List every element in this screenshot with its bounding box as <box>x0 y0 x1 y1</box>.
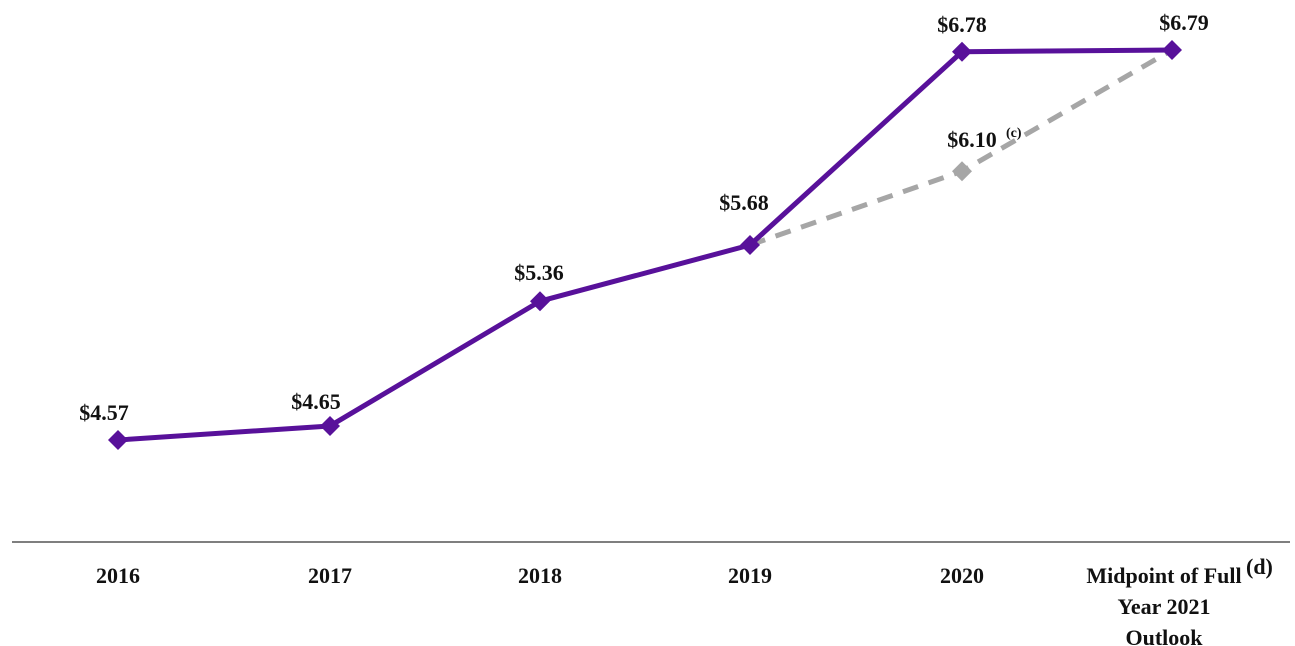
x-tick-label: Midpoint of Full Year 2021 Outlook <box>1086 563 1241 646</box>
data-label: $5.36 <box>514 260 564 285</box>
data-point-marker <box>108 430 128 450</box>
x-tick-label: 2017 <box>308 563 352 588</box>
data-point-marker <box>320 415 340 436</box>
x-tick-label: 2020 <box>940 563 984 588</box>
x-tick-footnote: (d) <box>1246 554 1273 579</box>
x-tick-label: 2019 <box>728 563 772 588</box>
data-label: $6.79 <box>1159 10 1209 35</box>
data-label: $6.10 <box>947 127 997 152</box>
data-point-marker <box>952 41 972 62</box>
series-line-solid <box>117 47 1173 443</box>
label-layer: $4.57 $4.65 $5.36 $5.68 $6.78 $6.79 $6.10 (c) <box>79 10 1209 425</box>
x-tick-label: 2018 <box>518 563 562 588</box>
data-label-footnote: (c) <box>1006 126 1022 141</box>
data-label: $6.78 <box>937 12 987 37</box>
axis-layer: 2016 2017 2018 2019 2020 Midpoint of Full Year… <box>12 541 1290 646</box>
data-point-marker <box>952 161 972 182</box>
data-label: $5.68 <box>719 190 769 215</box>
x-tick-label: 2016 <box>96 563 140 588</box>
series-layer <box>108 40 1182 450</box>
data-point-marker <box>1162 40 1182 60</box>
data-point-marker <box>740 235 760 255</box>
data-point-marker <box>530 291 550 312</box>
data-label: $4.65 <box>291 389 341 414</box>
data-label: $4.57 <box>79 400 129 425</box>
